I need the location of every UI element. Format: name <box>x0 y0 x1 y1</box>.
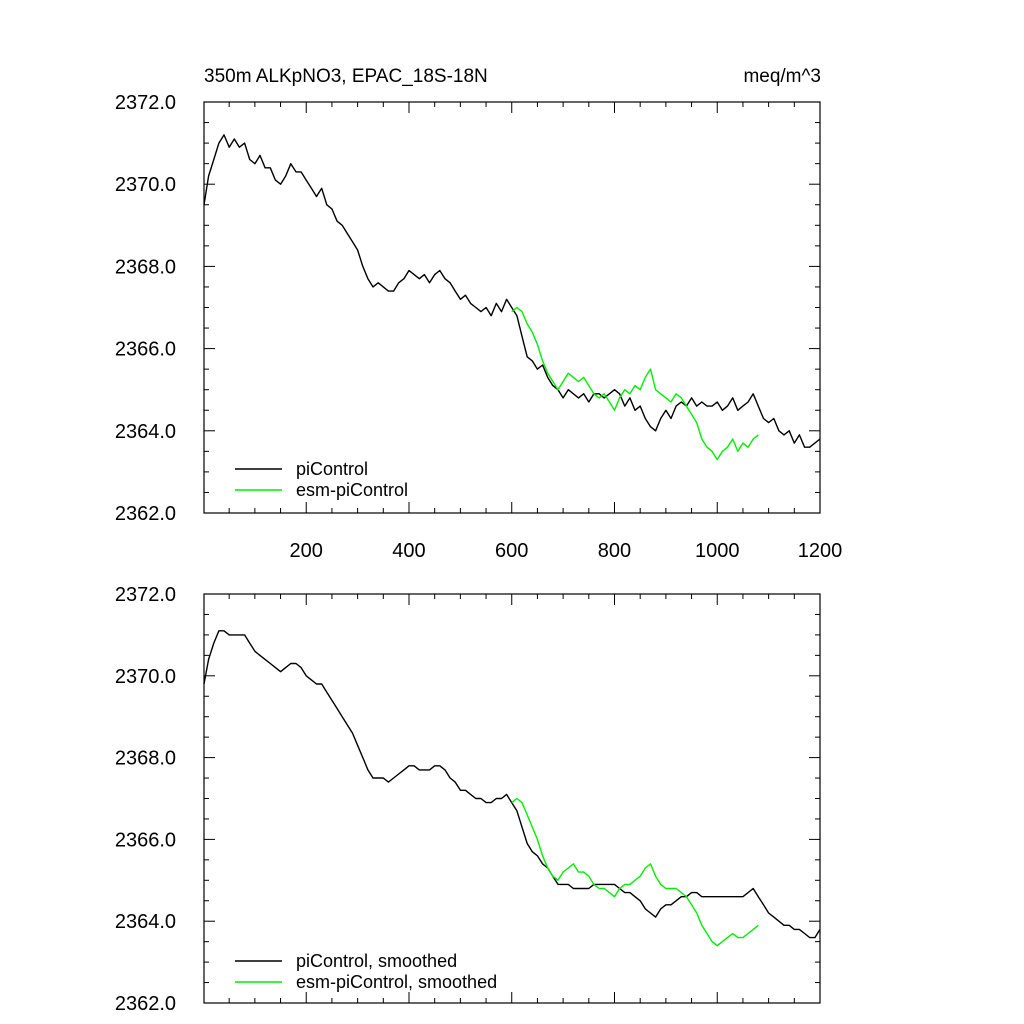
x-tick-label: 400 <box>392 540 425 562</box>
panel-bottom: 2362.0 2364.0 2366.0 2368.0 2370.0 2372.0 piC… <box>115 584 821 1015</box>
x-tick-label: 200 <box>290 540 323 562</box>
x-tick-label: 1000 <box>695 540 740 562</box>
y-tick-label: 2364.0 <box>115 911 176 933</box>
top-legend: piControl esm-piControl <box>235 459 408 500</box>
series-line-esm-picontrol <box>511 306 759 461</box>
y-tick-label: 2370.0 <box>115 174 176 196</box>
legend-label-esm-picontrol: esm-piControl <box>296 480 408 500</box>
top-axes: 2362.0 2364.0 2366.0 2368.0 2370.0 2372.0 200 4… <box>115 92 842 562</box>
y-tick-label: 2368.0 <box>115 256 176 278</box>
bottom-legend: piControl, smoothed esm-piControl, smoot… <box>235 951 497 992</box>
y-tick-label: 2370.0 <box>115 666 176 688</box>
x-tick-label: 800 <box>598 540 631 562</box>
legend-label-picontrol-smoothed: piControl, smoothed <box>296 951 457 971</box>
y-tick-label: 2372.0 <box>115 584 176 606</box>
panel-top: 350m ALKpNO3, EPAC_18S-18N meq/m^3 2362.… <box>115 66 842 562</box>
y-tick-label: 2368.0 <box>115 748 176 770</box>
top-series-group <box>203 134 821 461</box>
legend-label-picontrol: piControl <box>296 459 368 479</box>
series-line-esm-picontrol-smoothed <box>511 797 759 947</box>
x-tick-label: 600 <box>495 540 528 562</box>
y-tick-label: 2364.0 <box>115 421 176 443</box>
series-line-picontrol-smoothed <box>203 630 821 939</box>
y-tick-label: 2366.0 <box>115 339 176 361</box>
series-line-picontrol <box>203 134 821 448</box>
y-tick-label: 2362.0 <box>115 993 176 1015</box>
bottom-series-group <box>203 630 821 947</box>
x-tick-label: 1200 <box>798 540 843 562</box>
chart-title: 350m ALKpNO3, EPAC_18S-18N <box>204 66 488 87</box>
bottom-axes: 2362.0 2364.0 2366.0 2368.0 2370.0 2372.0 <box>115 584 821 1015</box>
y-tick-label: 2372.0 <box>115 92 176 114</box>
plot-frame <box>203 593 821 1004</box>
y-tick-label: 2366.0 <box>115 829 176 851</box>
y-tick-label: 2362.0 <box>115 503 176 525</box>
legend-label-esm-picontrol-smoothed: esm-piControl, smoothed <box>296 972 497 992</box>
chart-units: meq/m^3 <box>743 66 821 87</box>
